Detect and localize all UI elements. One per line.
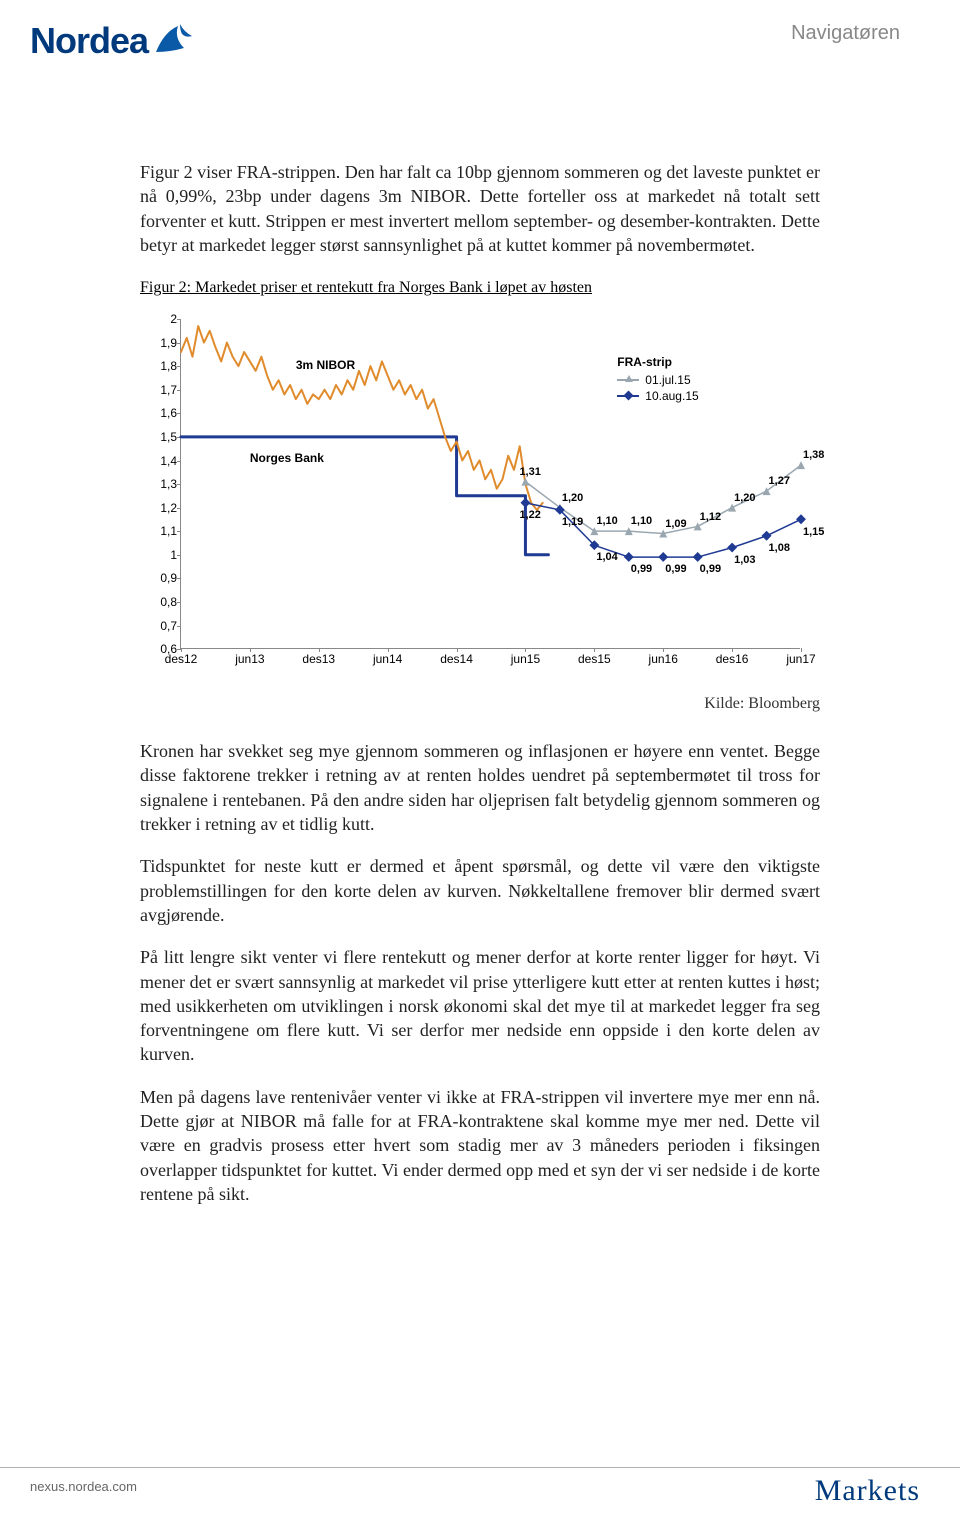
fra-jul-marker	[728, 504, 736, 512]
fra-aug-value-label: 1,03	[734, 554, 755, 566]
fra-jul-value-label: 1,09	[665, 518, 686, 530]
fra-aug-value-label: 1,08	[769, 542, 790, 554]
y-tick-label: 1,8	[143, 359, 177, 373]
x-tick-label: des13	[302, 652, 335, 666]
nibor-line	[181, 326, 543, 510]
paragraph-1: Figur 2 viser FRA-strippen. Den har falt…	[140, 160, 820, 257]
y-tick-label: 1,3	[143, 477, 177, 491]
chart-plot-area: 21,91,81,71,61,51,41,31,21,110,90,80,70,…	[180, 319, 800, 649]
page-label: Navigatøren	[791, 22, 900, 45]
fra-aug-value-label: 1,19	[562, 516, 583, 528]
legend-jul-swatch	[617, 379, 639, 381]
y-tick-label: 0,9	[143, 571, 177, 585]
x-tick-label: jun17	[786, 652, 815, 666]
x-tick-label: jun16	[649, 652, 678, 666]
fra-aug-marker	[658, 552, 668, 562]
legend-aug-text: 10.aug.15	[645, 389, 698, 403]
fra-jul-value-label: 1,38	[803, 449, 824, 461]
y-tick-label: 1,1	[143, 524, 177, 538]
fra-aug-value-label: 0,99	[665, 563, 686, 575]
legend-title: FRA-strip	[617, 355, 698, 369]
y-tick-label: 0,8	[143, 595, 177, 609]
chart-figure-2: 2 1,9 1,8 1,7 1,6 1,5 1,4 1,3 1,2 1,1 1 0,9 0,8 0,7 0,…	[140, 309, 820, 689]
legend-aug-swatch	[617, 395, 639, 397]
fra-jul-value-label: 1,10	[631, 515, 652, 527]
fra-aug-value-label: 1,15	[803, 526, 824, 538]
y-tick-label: 2	[143, 312, 177, 326]
brand-name: Nordea	[30, 20, 148, 62]
paragraph-5: Men på dagens lave rentenivåer venter vi…	[140, 1085, 820, 1206]
fra-aug-value-label: 1,04	[596, 551, 617, 563]
x-tick-label: jun14	[373, 652, 402, 666]
x-tick-label: des15	[578, 652, 611, 666]
fra-aug-marker	[520, 498, 530, 508]
fra-aug-marker	[796, 514, 806, 524]
legend-jul: 01.jul.15	[617, 373, 698, 387]
x-tick-label: des12	[165, 652, 198, 666]
nibor-label: 3m NIBOR	[296, 358, 355, 372]
fra-jul-value-label: 1,27	[769, 475, 790, 487]
y-tick-label: 1,6	[143, 406, 177, 420]
fra-aug-value-label: 1,22	[519, 509, 540, 521]
legend-aug: 10.aug.15	[617, 389, 698, 403]
fra-jul-value-label: 1,12	[700, 511, 721, 523]
fra-jul-value-label: 1,20	[562, 492, 583, 504]
brand-logo: Nordea	[30, 20, 920, 62]
fra-jul-value-label: 1,20	[734, 492, 755, 504]
fra-aug-marker	[727, 543, 737, 553]
x-tick-label: des16	[716, 652, 749, 666]
fra-jul-value-label: 1,31	[519, 466, 540, 478]
y-tick-label: 1,2	[143, 501, 177, 515]
norges-bank-label: Norges Bank	[250, 451, 324, 465]
footer-brand: Markets	[815, 1474, 920, 1508]
x-tick-label: jun15	[511, 652, 540, 666]
brand-sail-icon	[154, 22, 194, 61]
y-tick-label: 0,7	[143, 619, 177, 633]
page-footer: nexus.nordea.com Markets	[0, 1467, 960, 1496]
fra-aug-marker	[762, 531, 772, 541]
fra-aug-marker	[624, 552, 634, 562]
paragraph-3: Tidspunktet for neste kutt er dermed et …	[140, 854, 820, 927]
y-tick-label: 1,5	[143, 430, 177, 444]
norges-bank-line	[181, 437, 548, 555]
paragraph-4: På litt lengre sikt venter vi flere rent…	[140, 945, 820, 1066]
legend-jul-text: 01.jul.15	[645, 373, 690, 387]
y-tick-label: 1	[143, 548, 177, 562]
chart-source: Kilde: Bloomberg	[140, 695, 820, 713]
chart-svg-layer	[181, 319, 801, 649]
fra-jul-value-label: 1,10	[596, 515, 617, 527]
chart-legend: FRA-strip 01.jul.15 10.aug.15	[617, 355, 698, 405]
y-tick-label: 1,9	[143, 336, 177, 350]
page-header: Nordea Navigatøren	[0, 0, 960, 80]
x-tick-label: jun13	[235, 652, 264, 666]
fra-jul-marker	[521, 478, 529, 486]
y-tick-label: 1,4	[143, 454, 177, 468]
y-tick-label: 1,7	[143, 383, 177, 397]
fra-aug-marker	[693, 552, 703, 562]
footer-url: nexus.nordea.com	[30, 1479, 137, 1494]
x-tick-mark	[801, 648, 802, 652]
chart-caption: Figur 2: Markedet priser et rentekutt fr…	[140, 279, 820, 297]
x-tick-label: des14	[440, 652, 473, 666]
document-body: Figur 2 viser FRA-strippen. Den har falt…	[0, 80, 960, 1206]
fra-jul-marker	[797, 461, 805, 469]
fra-aug-value-label: 0,99	[700, 563, 721, 575]
paragraph-2: Kronen har svekket seg mye gjennom somme…	[140, 739, 820, 836]
fra-aug-value-label: 0,99	[631, 563, 652, 575]
